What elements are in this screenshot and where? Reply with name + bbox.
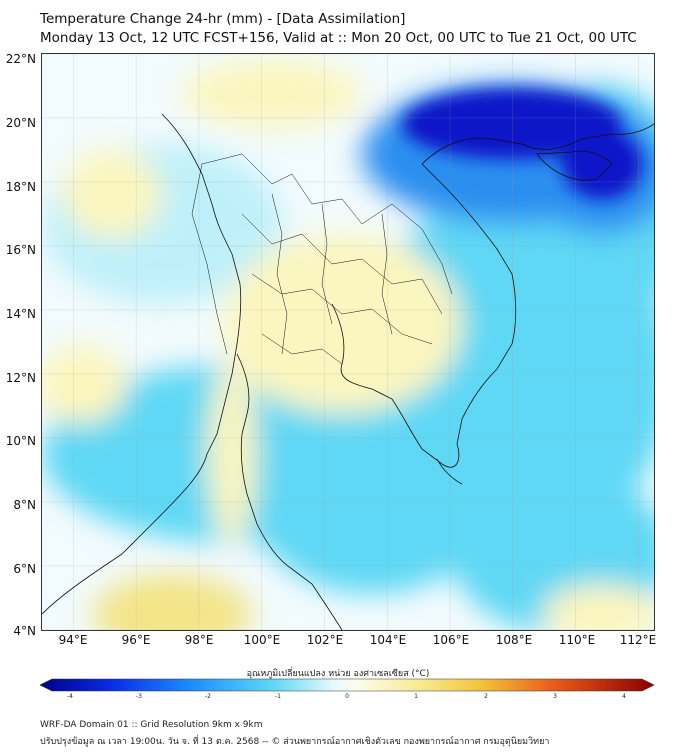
lat-label: 12°N: [5, 371, 36, 385]
map-subtitle: Monday 13 Oct, 12 UTC FCST+156, Valid at…: [40, 30, 637, 46]
lat-label: 14°N: [5, 307, 36, 321]
lon-label: 108°E: [495, 633, 533, 647]
colorbar-tick: -1: [275, 693, 281, 700]
lon-label: 112°E: [619, 633, 657, 647]
colorbar-tick: 4: [622, 693, 626, 700]
lon-label: 96°E: [121, 633, 151, 647]
lon-label: 98°E: [184, 633, 214, 647]
lat-label: 10°N: [5, 434, 36, 448]
lon-label: 104°E: [369, 633, 407, 647]
temperature-field-map: [42, 54, 654, 630]
colorbar-title: อุณหภูมิเปลี่ยนแปลง หน่วย องศาเซลเซียส (…: [246, 669, 430, 679]
lat-label: 4°N: [13, 624, 36, 638]
province-borders: [191, 153, 453, 365]
coastline: [42, 113, 654, 630]
colorbar-tick: -2: [205, 693, 211, 700]
map-panel: [41, 53, 655, 631]
lat-label: 8°N: [13, 498, 36, 512]
map-title: Temperature Change 24-hr (mm) - [Data As…: [40, 11, 406, 27]
colorbar-tick: -3: [136, 693, 142, 700]
lon-label: 94°E: [58, 633, 88, 647]
colorbar: [40, 678, 654, 692]
lat-label: 20°N: [5, 116, 36, 130]
colorbar-tick: 3: [553, 693, 557, 700]
lat-label: 22°N: [5, 52, 36, 66]
footer-model-info: WRF-DA Domain 01 :: Grid Resolution 9km …: [40, 720, 263, 730]
lon-label: 106°E: [432, 633, 470, 647]
lat-label: 6°N: [13, 562, 36, 576]
lon-label: 100°E: [243, 633, 281, 647]
lon-label: 110°E: [558, 633, 596, 647]
lat-label: 16°N: [5, 243, 36, 257]
lon-label: 102°E: [306, 633, 344, 647]
colorbar-tick: 0: [345, 693, 349, 700]
lat-label: 18°N: [5, 180, 36, 194]
colorbar-tick: 1: [414, 693, 418, 700]
footer-credit: ปรับปรุงข้อมูล ณ เวลา 19:00น. วัน จ. ที่…: [40, 737, 550, 747]
colorbar-tick: -4: [67, 693, 73, 700]
colorbar-tick: 2: [484, 693, 488, 700]
